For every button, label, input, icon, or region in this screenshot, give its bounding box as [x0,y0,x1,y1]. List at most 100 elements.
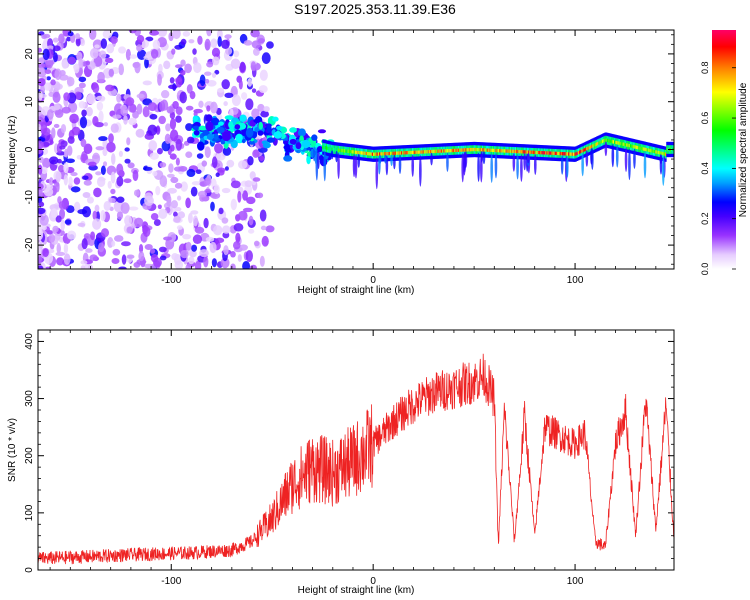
snr-xtick-label: 0 [370,576,376,587]
spectrogram-cell [257,103,265,112]
spectrogram-cell [73,201,81,212]
spectrogram-ridge [327,146,329,150]
spectrogram-cell [63,243,69,255]
spectrogram-cell [78,82,86,89]
spectrogram-ridge [591,144,593,149]
spectrogram-ridge [387,151,390,156]
spectrogram-cell [108,133,114,144]
spectrogram-ridge [513,149,516,154]
spectrogram-cell [54,68,62,80]
spectrogram-ridge [402,151,404,155]
spectrogram-cell [44,82,52,91]
spectrogram-cell [136,34,145,43]
spectrogram-cell [203,177,211,186]
spectrogram-cell [42,48,50,61]
spectrogram-ylabel: Frequency (Hz) [7,116,18,185]
spectrogram-cell [375,157,379,190]
spectrogram-cell [180,38,187,46]
spectrogram-ridge [666,147,668,152]
spectrogram-ridge [562,152,564,156]
spectrogram-cell [253,240,260,247]
spectrogram-cell [42,141,50,147]
spectrogram-cell [193,129,200,136]
spectrogram-cell [63,92,70,101]
spectrogram-ridge [329,147,332,151]
spec-ytick-label: -20 [24,237,35,252]
spectrogram-ridge [434,149,437,154]
spectrogram-ridge [488,148,490,152]
spectrogram-ridge [524,150,527,154]
spectrogram-cell [175,115,182,123]
spectrogram-cell [266,124,272,133]
spectrogram-cell [239,61,246,73]
spectrogram-cell [210,38,218,49]
spectrogram-cell [196,153,204,159]
spectrogram-cell [106,141,116,153]
spectrogram-cell [378,155,381,175]
spectrogram-cell [52,91,61,103]
spectrogram-cell [238,210,248,221]
spectrogram-cell [257,38,265,44]
spectrogram-ridge [537,150,540,155]
spectrogram-cell [83,143,93,155]
spectrogram-ridge [606,138,609,143]
spectrogram-cell [124,215,133,227]
spectrogram-cell [221,39,230,49]
spectrogram-cell [192,125,200,131]
spectrogram-cell [180,69,186,76]
spectrogram-cell [67,56,76,65]
spec-xtick-label: -100 [161,275,181,286]
spectrogram-cell [260,225,267,231]
spectrogram-cell [175,157,180,166]
spectrogram-cell [46,109,54,120]
spectrogram-cell [167,187,177,194]
spectrogram-cell [185,197,191,209]
spectrogram-cell [193,111,198,117]
spectrogram-cell [100,38,108,49]
spectrogram-ridge [417,150,420,154]
spectrogram-ridge [484,148,487,152]
spectrogram-cell [56,242,61,255]
spectrogram-cell [38,78,46,87]
spectrogram-cell [611,143,615,168]
spectrogram-cell [80,260,88,265]
spectrogram-cell [249,140,255,145]
spectrogram-cell [43,187,54,197]
spectrogram-cell [221,187,231,194]
spectrogram-cell [205,114,213,122]
spectrogram-ridge [453,148,455,153]
spectrogram-cell [138,243,144,254]
spectrogram-cell [170,200,179,209]
spectrogram-ridge [466,148,468,152]
spectrogram-cell [179,91,187,104]
spectrogram-ridge [367,151,369,156]
spectrogram-cell [93,187,102,198]
spectrogram-ridge [654,149,656,154]
spectrogram-ridge [614,140,616,144]
spectrogram-ridge [529,150,531,154]
spectrogram-cell [89,48,99,59]
spectrogram-ridge [465,148,467,152]
spectrogram-cell [54,182,60,187]
spectrogram-ridge [500,149,502,153]
spectrogram-cell [168,84,178,90]
spectrogram-cell [61,106,71,114]
spectrogram-ridge [585,147,587,151]
spectrogram-ridge [455,148,458,153]
spectrogram-ridge [348,149,351,154]
spectrogram-cell [132,169,139,182]
spectrogram-ridge [489,148,491,152]
spectrogram-cell [159,255,167,261]
spectrogram-ridge [431,149,433,154]
spectrogram-cell [217,87,225,93]
spectrogram-ridge [445,149,448,153]
spectrogram-cell [581,152,584,177]
spectrogram-ridge [568,152,570,156]
spectrogram-ridge [616,141,619,145]
spectrogram-ridge [560,151,563,156]
spectrogram-cell [60,123,67,134]
spectrogram-ridge [588,145,591,150]
spectrogram-cell [217,167,226,173]
spectrogram-cell [199,74,206,87]
spectrogram-ridge [461,148,464,152]
